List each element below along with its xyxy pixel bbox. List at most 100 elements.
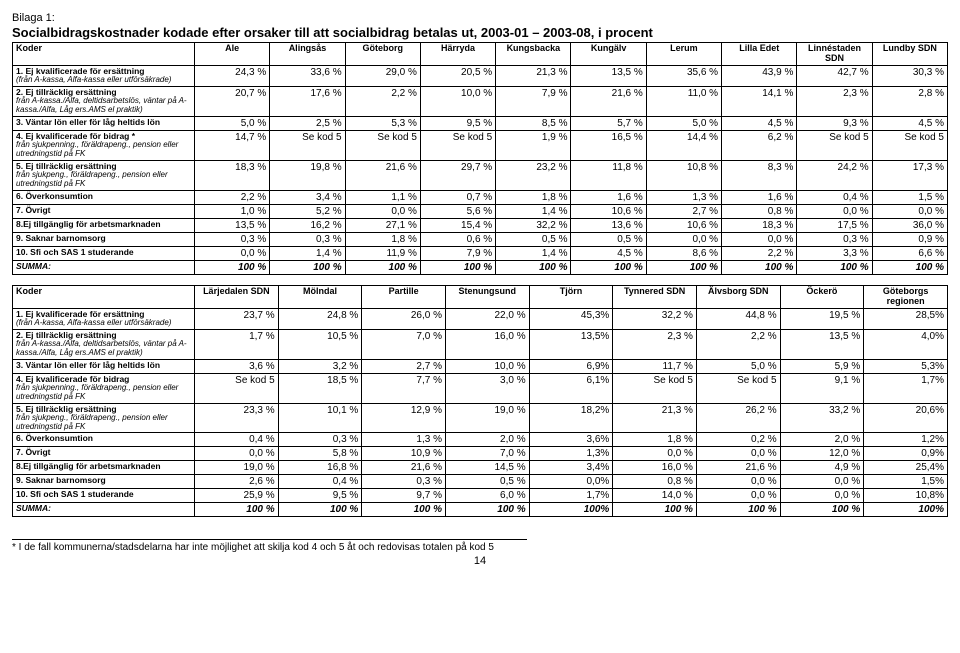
cell-value: 18,2% <box>529 403 613 433</box>
row-label-sub: från sjukpeng., föräldrapeng., pension e… <box>16 414 191 432</box>
cell-value: 24,2 % <box>797 160 872 190</box>
cell-value: 100% <box>529 503 613 517</box>
cell-value: 100 % <box>613 503 697 517</box>
cell-value: 5,0 % <box>195 116 270 130</box>
cell-value: Se kod 5 <box>613 373 697 403</box>
cell-value: 3,6 % <box>195 359 279 373</box>
cell-value: 2,7 % <box>362 359 446 373</box>
table-row: 3. Väntar lön eller för låg heltids lön 3… <box>13 359 948 373</box>
row-label-main: 6. Överkonsumtion <box>16 192 191 201</box>
cell-value: 0,0 % <box>195 447 279 461</box>
cell-value: 100 % <box>571 260 646 274</box>
cell-value: 4,5 % <box>872 116 947 130</box>
cell-value: 2,3 % <box>613 329 697 359</box>
cell-value: 1,8 % <box>345 232 420 246</box>
col-header: Härryda <box>420 43 495 66</box>
row-label: 3. Väntar lön eller för låg heltids lön <box>13 359 195 373</box>
table-row: 9. Saknar barnomsorg0,3 %0,3 %1,8 %0,6 %… <box>13 232 948 246</box>
cell-value: 1,4 % <box>270 246 345 260</box>
row-label: 1. Ej kvalificerade för ersättning(från … <box>13 65 195 86</box>
cell-value: 13,5% <box>529 329 613 359</box>
cell-value: 0,3 % <box>195 232 270 246</box>
table-row: SUMMA:100 %100 %100 %100 %100%100 %100 %… <box>13 503 948 517</box>
cell-value: 0,0 % <box>780 489 864 503</box>
cell-value: 19,0 % <box>445 403 529 433</box>
cell-value: 25,9 % <box>195 489 279 503</box>
cell-value: 0,0% <box>529 475 613 489</box>
cell-value: 0,4 % <box>278 475 362 489</box>
cell-value: 2,5 % <box>270 116 345 130</box>
cell-value: 3,0 % <box>445 373 529 403</box>
cell-value: Se kod 5 <box>420 130 495 160</box>
row-label-main: SUMMA: <box>16 262 191 271</box>
cell-value: 0,3 % <box>278 433 362 447</box>
table-row: 5. Ej tillräcklig ersättningfrån sjukpen… <box>13 403 948 433</box>
cell-value: 5,3 % <box>345 116 420 130</box>
cell-value: 0,2 % <box>696 433 780 447</box>
row-label-main: 8.Ej tillgänglig för arbetsmarknaden <box>16 220 191 229</box>
col-header: Partille <box>362 285 446 308</box>
cell-value: 100 % <box>278 503 362 517</box>
cell-value: 6,1% <box>529 373 613 403</box>
cell-value: 21,6 % <box>362 461 446 475</box>
row-label: 8.Ej tillgänglig för arbetsmarknaden <box>13 461 195 475</box>
cell-value: 29,7 % <box>420 160 495 190</box>
cell-value: 10,0 % <box>445 359 529 373</box>
cell-value: 23,2 % <box>496 160 571 190</box>
cell-value: 28,5% <box>864 308 948 329</box>
cell-value: 4,5 % <box>722 116 797 130</box>
cell-value: 10,5 % <box>278 329 362 359</box>
table-row: 1. Ej kvalificerade för ersättning(från … <box>13 65 948 86</box>
cell-value: 24,8 % <box>278 308 362 329</box>
cell-value: 6,9% <box>529 359 613 373</box>
cell-value: 16,0 % <box>445 329 529 359</box>
col-header: Lilla Edet <box>722 43 797 66</box>
cell-value: Se kod 5 <box>797 130 872 160</box>
col-header: Lundby SDN <box>872 43 947 66</box>
cell-value: 7,9 % <box>496 86 571 116</box>
cell-value: 6,2 % <box>722 130 797 160</box>
cell-value: 3,2 % <box>278 359 362 373</box>
cell-value: 4,0% <box>864 329 948 359</box>
cell-value: 0,8 % <box>613 475 697 489</box>
cell-value: 13,5 % <box>571 65 646 86</box>
cell-value: 1,7% <box>864 373 948 403</box>
cell-value: 21,3 % <box>496 65 571 86</box>
cell-value: 1,3 % <box>646 190 721 204</box>
cell-value: Se kod 5 <box>270 130 345 160</box>
cell-value: 2,6 % <box>195 475 279 489</box>
row-label: 6. Överkonsumtion <box>13 190 195 204</box>
cell-value: 3,4% <box>529 461 613 475</box>
cell-value: 0,0 % <box>872 204 947 218</box>
table-row: 2. Ej tillräcklig ersättningfrån A-kassa… <box>13 86 948 116</box>
cell-value: 8,5 % <box>496 116 571 130</box>
cell-value: 0,7 % <box>420 190 495 204</box>
cell-value: 33,2 % <box>780 403 864 433</box>
table-row: 5. Ej tillräcklig ersättningfrån sjukpen… <box>13 160 948 190</box>
cell-value: 24,3 % <box>195 65 270 86</box>
cell-value: 100 % <box>780 503 864 517</box>
row-label-sub: från sjukpenning., föräldrapeng., pensio… <box>16 141 191 159</box>
cell-value: 1,0 % <box>195 204 270 218</box>
cell-value: 14,7 % <box>195 130 270 160</box>
cell-value: 0,0 % <box>613 447 697 461</box>
cell-value: 8,3 % <box>722 160 797 190</box>
row-label-sub: från A-kassa./Alfa, deltidsarbetslös, vä… <box>16 97 191 115</box>
cell-value: 0,0 % <box>195 246 270 260</box>
cell-value: 5,7 % <box>571 116 646 130</box>
cell-value: 100 % <box>270 260 345 274</box>
cell-value: 100 % <box>195 503 279 517</box>
cell-value: 5,3% <box>864 359 948 373</box>
col-header: Linnéstaden SDN <box>797 43 872 66</box>
row-label-main: SUMMA: <box>16 504 191 513</box>
cell-value: 6,0 % <box>445 489 529 503</box>
cell-value: 18,3 % <box>722 218 797 232</box>
col-header: Mölndal <box>278 285 362 308</box>
cell-value: 22,0 % <box>445 308 529 329</box>
cell-value: 11,7 % <box>613 359 697 373</box>
row-label-main: 3. Väntar lön eller för låg heltids lön <box>16 361 191 370</box>
cell-value: 43,9 % <box>722 65 797 86</box>
cell-value: 0,0 % <box>646 232 721 246</box>
cell-value: 17,5 % <box>797 218 872 232</box>
row-label-main: 6. Överkonsumtion <box>16 434 191 443</box>
